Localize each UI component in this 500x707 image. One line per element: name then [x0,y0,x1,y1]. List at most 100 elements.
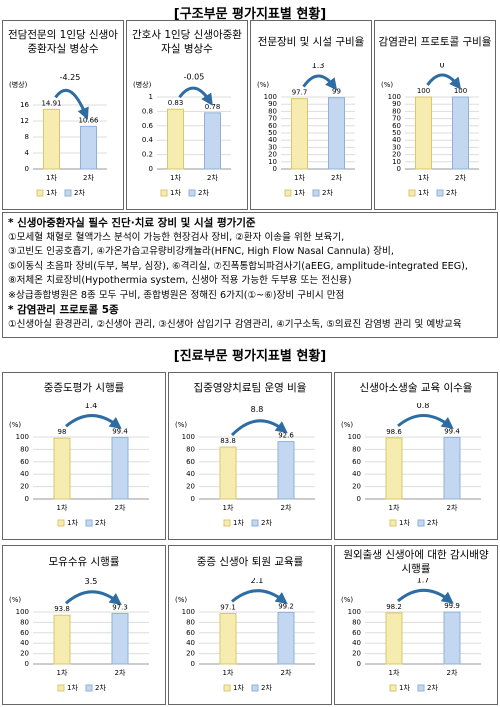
y-tick-label: 30 [392,143,401,151]
x-tick-label: 2차 [331,173,342,182]
y-tick-label: 20 [20,650,29,658]
chart-panel: 신생아소생술 교육 이수율 (%) 0 20 40 60 80 100 98.6 1차 99.4 2차… [334,372,498,540]
chart-panel: 전담전문의 1인당 신생아중환자실 병상수 (병상) 0 4 8 12 16 14.91 1차 1… [2,20,124,210]
bar [219,446,237,500]
y-tick-label: 0.4 [142,136,154,144]
chart-panel: 원외출생 신생아에 대한 감시배양 시행률 (%) 0 20 40 60 80 100 98.2… [334,545,498,705]
chart-title: 중증도평가 시행률 [43,382,125,394]
legend-label: 2차 [261,683,272,692]
notes-box: * 신생아중환자실 필수 진단·치료 장비 및 시설 평가기준 ①모세혈 채혈로 … [2,212,498,338]
y-tick-label: 50 [268,129,277,137]
change-arrow [426,73,462,90]
change-label: -4.25 [60,73,81,82]
value-label: 99 [332,88,341,96]
legend-swatch [188,189,196,197]
legend-swatch [312,189,320,197]
chart-title: 원외출생 신생아에 대한 감시배양 시행률 [343,549,489,575]
note-line: ※상급종합병원은 8종 모두 구비, 종합병원은 정해진 6가지(①~⑥)장비 … [8,289,345,301]
value-label: 97.1 [220,604,236,612]
bar [291,98,308,170]
y-tick-label: 0 [357,495,361,503]
legend-label: 1차 [170,188,181,197]
x-tick-label: 1차 [418,173,429,182]
y-tick-label: 60 [392,122,401,130]
y-tick-label: 8 [25,133,29,141]
value-label: 99.4 [444,427,460,435]
y-tick-label: 80 [352,618,361,626]
section-title: [진료부문 평가지표별 현황] [173,349,327,364]
legend-swatch [85,684,93,692]
y-tick-label: 100 [348,608,361,616]
legend-label: 1차 [46,188,57,197]
y-tick-label: 60 [352,458,361,466]
legend-label: 2차 [74,188,85,197]
y-tick-label: 20 [352,483,361,491]
legend-label: 2차 [95,518,106,527]
legend-label: 1차 [399,683,410,692]
y-tick-label: 60 [20,629,29,637]
bar [53,614,71,665]
chart-title: 모유수유 시행률 [48,556,120,568]
legend-label: 1차 [294,188,305,197]
legend-label: 2차 [95,683,106,692]
x-tick-label: 1차 [57,503,68,512]
legend-swatch [251,519,259,527]
note-line: ①신생아실 환경관리, ②신생아 관리, ③신생아 삽입기구 감염관리, ④기구… [8,318,462,330]
unit-label: (%) [341,421,353,429]
legend-label: 2차 [427,683,438,692]
y-tick-label: 50 [392,129,401,137]
value-label: 93.8 [54,605,70,613]
x-tick-label: 2차 [447,503,458,512]
legend-label: 2차 [427,518,438,527]
chart: (%) 0 20 40 60 80 100 98 1차 99.4 2차 1.4 1차 2차 [9,401,149,527]
change-label: 1.3 [312,63,325,70]
value-label: 97.3 [112,603,128,611]
note-line: ⑧저체온 치료장비(Hypothermia system, 신생아 적용 가능한… [8,275,352,286]
y-tick-label: 0 [25,495,29,503]
change-arrow [302,74,338,91]
legend-label: 1차 [233,518,244,527]
change-arrow [65,590,122,606]
value-label: 99.4 [112,427,128,435]
unit-label: (병상) [9,80,28,89]
value-label: 97.7 [292,89,308,97]
change-arrow [231,589,288,605]
change-label: -0.05 [184,73,205,82]
chart: (%) 0 20 40 60 80 100 83.8 1차 92.6 2차 8.8 1차 2차 [175,405,315,527]
x-tick-label: 2차 [115,668,126,677]
legend-label: 2차 [446,188,457,197]
y-tick-label: 60 [20,458,29,466]
y-tick-label: 20 [392,151,401,159]
bar [277,441,295,500]
legend-label: 2차 [198,188,209,197]
chart-panel: 모유수유 시행률 (%) 0 20 40 60 80 100 93.8 1차 97.3 2차 3.5 1차… [2,545,166,705]
change-label: 1.4 [85,403,98,410]
x-tick-label: 2차 [115,503,126,512]
chart-title: 집중영양치료팀 운영 비율 [193,382,307,394]
chart-panel: 간호사 1인당 신생아중환자실 병상수 (병상) 0 0.2 0.4 0.6 0.8 1 0.8… [126,20,248,210]
bar [80,125,97,170]
change-arrow [54,88,89,120]
bar [443,611,461,665]
legend-label: 1차 [399,518,410,527]
y-tick-label: 100 [182,608,195,616]
y-tick-label: 40 [186,470,195,478]
legend-swatch [85,519,93,527]
y-tick-label: 20 [186,483,195,491]
bar [43,108,60,170]
legend-swatch [57,684,65,692]
legend-swatch [64,189,72,197]
y-tick-label: 80 [352,445,361,453]
bar [415,96,432,170]
note-line: ⑤이동식 초음파 장비(두부, 복부, 심장), ⑥격리실, ⑦진폭통합뇌파검사… [8,260,468,272]
y-tick-label: 60 [352,629,361,637]
chart: (%) 0 20 40 60 80 100 97.1 1차 99.2 2차 2.1 1차 2차 [175,576,315,692]
y-tick-label: 0 [149,165,153,173]
legend-swatch [36,189,44,197]
legend-swatch [436,189,444,197]
y-tick-label: 0 [25,165,29,173]
bar [53,437,71,500]
legend-swatch [389,519,397,527]
